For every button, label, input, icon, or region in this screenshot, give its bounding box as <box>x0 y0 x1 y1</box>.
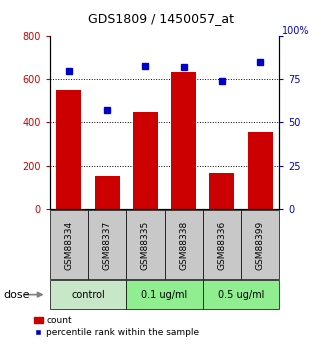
Text: 0.5 ug/ml: 0.5 ug/ml <box>218 290 264 299</box>
Bar <box>164 210 203 279</box>
Text: GSM88399: GSM88399 <box>256 220 265 269</box>
Text: 100%: 100% <box>282 26 309 36</box>
Text: GSM88338: GSM88338 <box>179 220 188 269</box>
Bar <box>50 280 126 309</box>
Text: dose: dose <box>3 290 30 299</box>
Bar <box>133 112 158 209</box>
Bar <box>95 176 119 209</box>
Text: GDS1809 / 1450057_at: GDS1809 / 1450057_at <box>88 12 233 25</box>
Text: GSM88337: GSM88337 <box>103 220 112 269</box>
Text: GSM88334: GSM88334 <box>65 220 74 269</box>
Bar <box>88 210 126 279</box>
Bar <box>56 90 81 209</box>
Text: control: control <box>71 290 105 299</box>
Bar <box>50 210 88 279</box>
Bar <box>210 173 234 209</box>
Bar <box>248 132 273 209</box>
Text: GSM88335: GSM88335 <box>141 220 150 269</box>
Bar <box>171 72 196 209</box>
Bar <box>126 210 164 279</box>
Bar <box>126 280 203 309</box>
Text: GSM88336: GSM88336 <box>217 220 226 269</box>
Bar <box>241 210 279 279</box>
Text: 0.1 ug/ml: 0.1 ug/ml <box>141 290 188 299</box>
Legend: count, percentile rank within the sample: count, percentile rank within the sample <box>30 313 203 341</box>
Bar <box>203 280 279 309</box>
Bar <box>203 210 241 279</box>
